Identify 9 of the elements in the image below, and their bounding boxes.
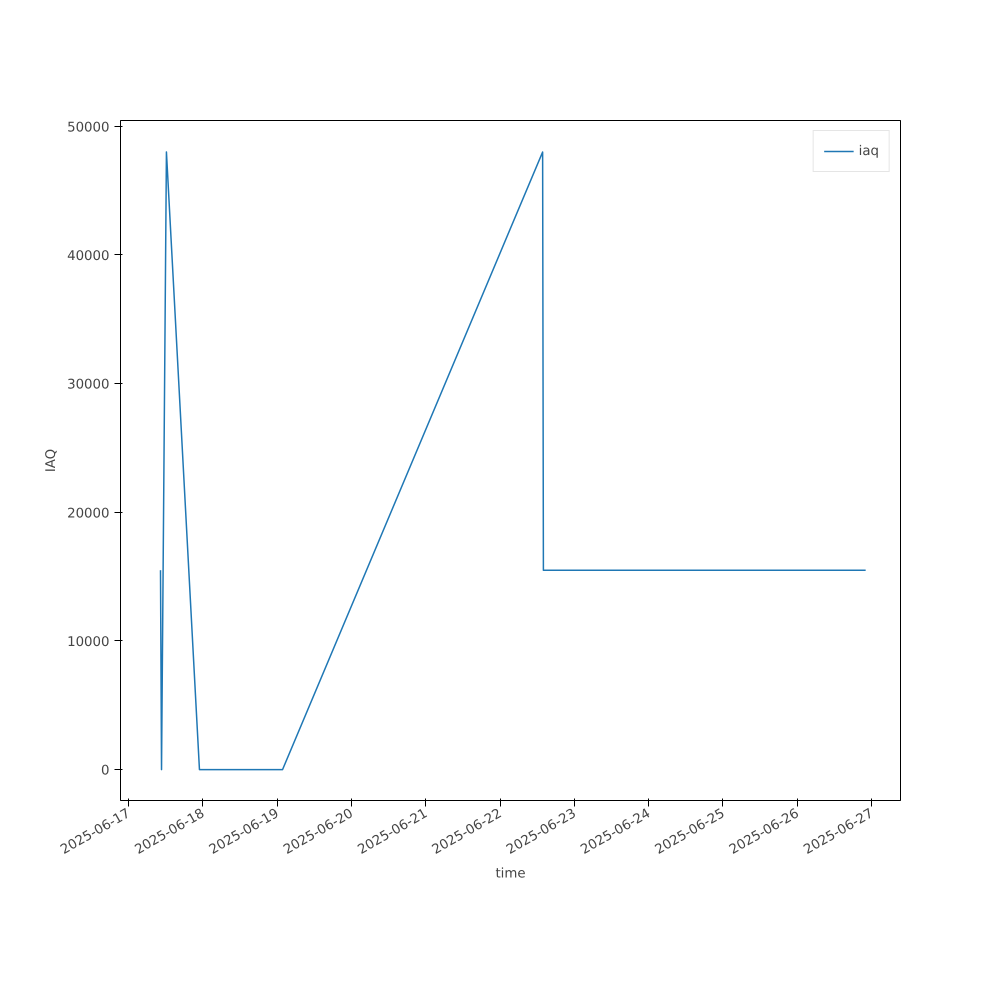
y-tick-label: 20000	[67, 506, 110, 522]
y-tick-label: 10000	[67, 634, 110, 650]
legend-label: iaq	[858, 144, 879, 158]
y-tick-label: 0	[101, 764, 110, 779]
y-axis-title: IAQ	[44, 448, 60, 472]
y-tick-label: 30000	[67, 378, 110, 393]
y-tick-label: 40000	[67, 248, 110, 264]
x-axis-title: time	[495, 866, 526, 882]
y-tick-label: 50000	[67, 120, 110, 136]
